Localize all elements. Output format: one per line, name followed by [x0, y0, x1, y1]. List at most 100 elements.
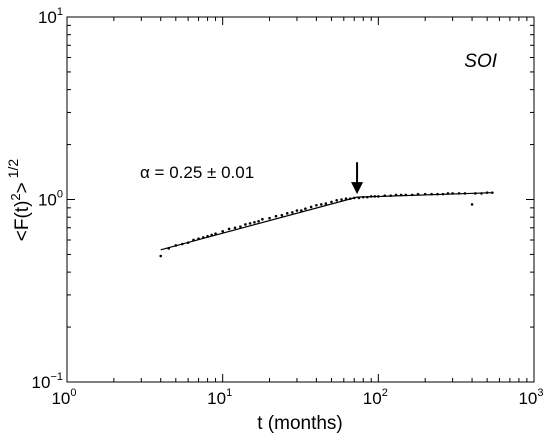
data-point — [180, 242, 184, 246]
data-point — [227, 227, 231, 231]
data-point — [159, 254, 163, 258]
y-axis-title-power: 1/2 — [5, 159, 21, 179]
data-point — [340, 198, 343, 201]
data-point — [253, 221, 256, 224]
data-point — [330, 200, 333, 204]
fit-line-group — [160, 192, 493, 251]
x-tick-label-base: 10 — [518, 389, 537, 408]
data-point — [324, 202, 328, 205]
x-tick-label-base: 10 — [363, 389, 382, 408]
series-tag: SOI — [464, 51, 497, 72]
crossover-arrow-head — [351, 182, 364, 195]
data-point — [210, 233, 213, 237]
data-point — [239, 225, 242, 228]
x-tick-label-exponent: 3 — [537, 387, 543, 399]
x-tick-label: 101 — [207, 387, 232, 408]
data-point — [394, 193, 398, 197]
y-tick-label: 10−1 — [32, 371, 63, 392]
y-axis-title-main: <F(t) — [12, 201, 33, 242]
data-point — [186, 241, 190, 244]
data-point — [274, 214, 278, 218]
data-point — [430, 192, 433, 196]
data-point — [268, 216, 271, 220]
x-tick-label-exponent: 0 — [70, 387, 76, 399]
data-point — [335, 198, 338, 202]
x-axis-title: t (months) — [257, 413, 343, 434]
y-axis-title: <F(t)2>1/2 — [5, 159, 33, 242]
crossover-arrow-group — [351, 162, 364, 195]
data-point — [369, 195, 373, 198]
y-tick-label-base: 10 — [38, 8, 57, 27]
data-point — [261, 217, 264, 221]
data-point — [280, 213, 284, 217]
data-point — [436, 192, 439, 196]
data-point — [441, 192, 445, 196]
x-tick-label-exponent: 1 — [226, 387, 232, 399]
data-point — [491, 191, 494, 194]
data-point — [214, 232, 217, 235]
data-points — [159, 191, 494, 258]
fit-line — [160, 192, 493, 251]
data-point — [485, 191, 489, 194]
y-tick-label-exponent: 1 — [57, 6, 63, 18]
data-point — [244, 223, 247, 226]
data-point — [348, 197, 352, 201]
y-tick-label-exponent: −1 — [50, 371, 63, 383]
data-point — [470, 203, 474, 206]
data-point — [361, 195, 365, 199]
data-point — [357, 196, 361, 200]
data-point — [373, 195, 377, 198]
data-point — [290, 211, 294, 214]
data-point — [451, 192, 454, 195]
data-point — [416, 192, 420, 196]
data-point — [463, 192, 467, 195]
y-tick-label-base: 10 — [38, 191, 57, 210]
y-axis-title-sup: 2 — [8, 193, 23, 200]
data-point — [423, 192, 427, 196]
x-tick-label: 103 — [518, 387, 543, 408]
data-point — [167, 247, 170, 250]
data-point — [192, 238, 195, 242]
data-point — [201, 236, 205, 239]
data-point — [474, 192, 477, 195]
data-point — [304, 207, 307, 211]
data-point — [248, 222, 252, 225]
y-tick-label: 101 — [38, 6, 63, 27]
data-point — [399, 193, 403, 197]
data-point — [295, 209, 299, 212]
data-point — [197, 237, 200, 240]
data-point — [480, 192, 483, 195]
x-tick-label-exponent: 2 — [382, 387, 388, 399]
y-tick-label: 100 — [38, 189, 63, 210]
data-point — [352, 196, 356, 200]
data-point — [366, 195, 369, 199]
y-tick-label-base: 10 — [32, 373, 51, 392]
data-point — [457, 192, 461, 195]
data-point — [389, 194, 392, 197]
data-point — [377, 195, 380, 198]
data-point — [257, 219, 260, 223]
data-point — [174, 244, 178, 247]
tick-marks — [66, 17, 534, 383]
x-tick-label-base: 10 — [51, 389, 70, 408]
y-axis-title-tail: > — [12, 182, 33, 193]
data-point — [300, 209, 303, 212]
data-point — [344, 197, 348, 201]
data-point — [285, 212, 289, 215]
data-point — [309, 205, 313, 209]
scaling-exponent-annotation: α = 0.25 ± 0.01 — [140, 163, 254, 182]
x-tick-label: 102 — [363, 387, 388, 408]
data-point — [410, 193, 414, 197]
x-tick-label: 100 — [51, 387, 76, 408]
x-tick-labels: 100 101 102 103 — [51, 387, 543, 408]
data-point — [383, 194, 387, 197]
data-point — [233, 226, 237, 230]
data-point — [446, 192, 450, 195]
data-point — [404, 193, 408, 197]
y-tick-label-exponent: 0 — [57, 189, 63, 201]
data-point — [319, 203, 323, 206]
data-point — [221, 229, 224, 233]
data-point — [315, 203, 318, 207]
